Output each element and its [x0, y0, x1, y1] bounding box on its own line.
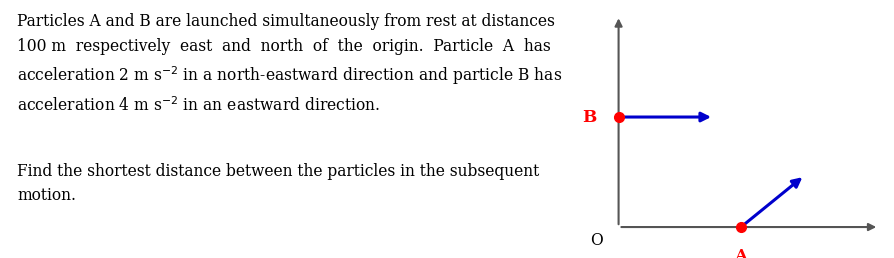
Text: N: N: [611, 0, 626, 3]
Text: O: O: [589, 232, 602, 249]
Text: B: B: [581, 109, 595, 126]
Text: Find the shortest distance between the particles in the subsequent
motion.: Find the shortest distance between the p…: [17, 163, 539, 204]
Text: Particles A and B are launched simultaneously from rest at distances
100 m  resp: Particles A and B are launched simultane…: [17, 13, 562, 115]
Text: A: A: [734, 248, 746, 258]
